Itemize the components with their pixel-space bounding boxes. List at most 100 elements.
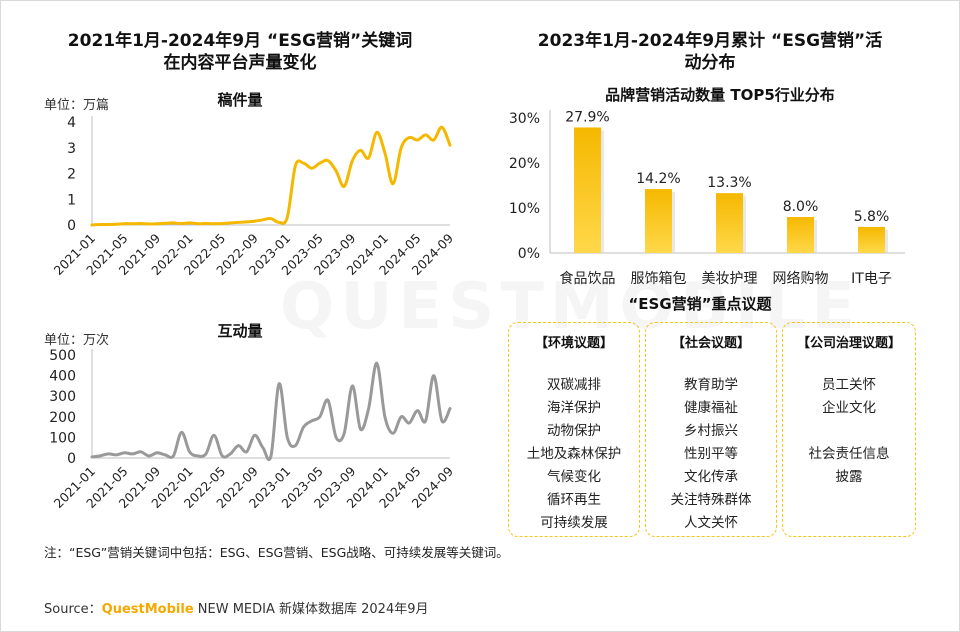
issue-item: 乡村振兴 <box>684 423 738 439</box>
issue-item: 披露 <box>835 469 863 485</box>
data-point <box>416 139 419 141</box>
data-point <box>221 222 223 225</box>
data-point <box>245 451 248 453</box>
data-point <box>384 152 386 154</box>
data-point <box>148 455 150 457</box>
bar-data-label: 14.2% <box>636 171 680 187</box>
data-point <box>441 126 443 128</box>
issue-item: 文化传承 <box>684 469 738 485</box>
data-point <box>156 222 158 225</box>
data-point <box>400 416 402 418</box>
data-point <box>449 144 451 146</box>
data-point <box>441 420 443 422</box>
data-point <box>140 222 142 225</box>
brand-name: QuestMobile <box>101 602 194 617</box>
data-point <box>392 432 394 435</box>
data-point <box>196 222 199 225</box>
y-tick-label: 0% <box>518 246 540 262</box>
bar-data-label: 13.3% <box>707 175 751 191</box>
y-tick-label: 4 <box>67 115 76 131</box>
data-point <box>424 420 427 422</box>
issue-item: 气候变化 <box>547 469 601 485</box>
chart3-title: 品牌营销活动数量 TOP5行业分布 <box>605 86 835 104</box>
data-point <box>278 221 280 224</box>
data-point <box>416 409 419 412</box>
data-point <box>319 416 321 418</box>
issue-item: 循环再生 <box>547 492 601 508</box>
data-point <box>213 434 215 437</box>
y-tick-label: 0 <box>67 218 76 234</box>
data-point <box>172 455 175 457</box>
data-point <box>432 139 435 141</box>
data-point <box>99 223 101 226</box>
bar <box>574 127 601 253</box>
data-point <box>131 453 134 455</box>
issue-item: 员工关怀 <box>822 377 876 393</box>
data-point <box>229 453 232 455</box>
y-tick-label: 0 <box>67 451 76 467</box>
data-point <box>375 362 378 365</box>
y-tick-label: 30% <box>509 111 540 127</box>
issue-item: 性别平等 <box>684 446 738 462</box>
data-point <box>131 222 134 225</box>
data-point <box>327 159 329 162</box>
data-point <box>221 455 223 457</box>
footnote: 注：“ESG”营销关键词中包括：ESG、ESG营销、ESG战略、可持续发展等关键… <box>44 545 509 560</box>
chart2-line-chart: 01002003004005002021-012021-052021-09202… <box>49 348 456 511</box>
data-point <box>278 383 280 385</box>
y-tick-label: 10% <box>509 201 540 217</box>
data-point <box>180 431 183 434</box>
series-line <box>90 125 452 227</box>
bar <box>858 226 885 253</box>
issue-box-environment: 【环境议题】 双碳减排 海洋保护 动物保护 土地及森林保护 气候变化 循环再生 … <box>508 322 640 537</box>
data-point <box>213 222 215 225</box>
issue-item: 动物保护 <box>547 423 601 439</box>
chart1-line-chart: 012342021-012021-052021-092022-012022-05… <box>51 115 457 278</box>
data-point <box>148 223 150 225</box>
right-title-line2: 动分布 <box>684 53 736 73</box>
data-point <box>367 157 370 159</box>
data-point <box>164 454 167 456</box>
data-point <box>432 374 435 377</box>
bar-data-label: 27.9% <box>565 109 609 125</box>
data-point <box>172 222 175 224</box>
data-point <box>335 436 337 439</box>
data-point <box>115 454 118 456</box>
data-point <box>449 407 451 410</box>
data-point <box>408 422 411 424</box>
source-label: Source： <box>44 602 102 617</box>
bar-data-label: 8.0% <box>783 199 819 215</box>
data-point <box>400 146 402 149</box>
data-point <box>205 222 207 225</box>
chart1-title: 稿件量 <box>217 91 263 109</box>
x-category-label: 美妆护理 <box>702 271 758 287</box>
data-point <box>237 444 240 447</box>
data-point <box>384 416 386 418</box>
data-point <box>253 434 256 437</box>
data-point <box>294 444 297 447</box>
data-point <box>156 452 158 454</box>
x-category-label: 服饰箱包 <box>631 271 687 287</box>
data-point <box>359 428 362 430</box>
data-point <box>140 451 142 453</box>
data-point <box>99 455 101 457</box>
x-category-label: IT电子 <box>851 271 892 287</box>
data-point <box>205 453 207 455</box>
y-tick-label: 400 <box>49 369 76 385</box>
data-point <box>123 452 126 454</box>
y-tick-label: 2 <box>67 167 76 183</box>
issue-item: 土地及森林保护 <box>526 446 622 462</box>
x-category-label: 食品饮品 <box>560 270 616 287</box>
data-point <box>327 399 329 402</box>
data-point <box>424 134 427 136</box>
data-point <box>319 162 321 164</box>
issue-box-governance: 【公司治理议题】 员工关怀 企业文化 社会责任信息 披露 <box>782 322 916 537</box>
data-point <box>359 149 362 152</box>
data-point <box>343 432 346 435</box>
chart2-unit: 单位：万次 <box>44 333 110 348</box>
y-tick-label: 20% <box>509 156 540 172</box>
data-point <box>408 136 411 139</box>
y-tick-label: 500 <box>49 348 76 364</box>
x-category-label: 网络购物 <box>773 271 829 287</box>
data-point <box>392 183 394 185</box>
